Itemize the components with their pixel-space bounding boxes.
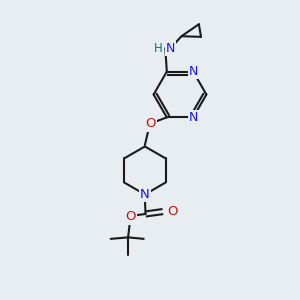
- Text: H: H: [154, 42, 163, 55]
- Text: N: N: [188, 65, 198, 78]
- Text: O: O: [145, 118, 156, 130]
- Text: N: N: [140, 188, 150, 201]
- Text: N: N: [188, 111, 198, 124]
- Text: N: N: [166, 42, 175, 55]
- Text: O: O: [125, 211, 136, 224]
- Text: O: O: [167, 205, 178, 218]
